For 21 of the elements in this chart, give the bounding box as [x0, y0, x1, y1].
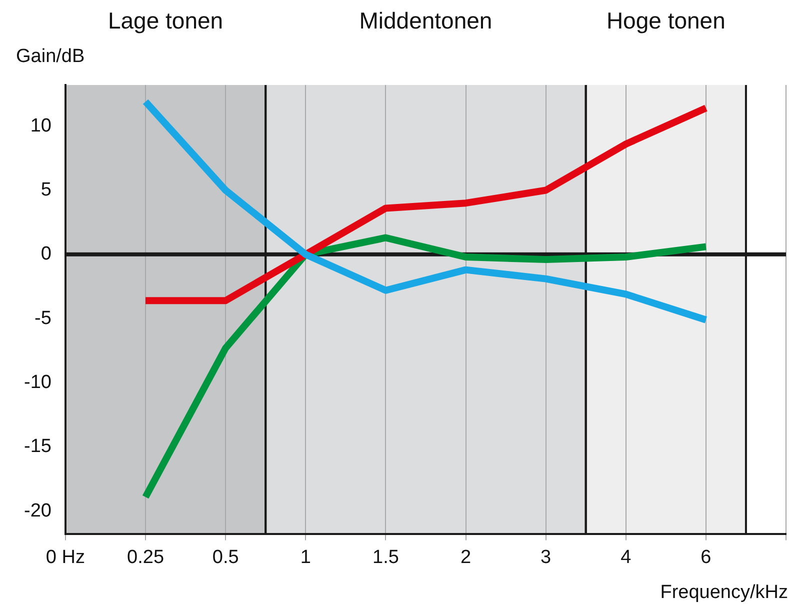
- band-label: Hoge tonen: [606, 7, 726, 34]
- x-tick-label: 1: [300, 546, 311, 568]
- x-tick-label: 0.5: [212, 546, 239, 568]
- x-axis-title: Frequency/kHz: [660, 582, 788, 604]
- x-tick-label: 1.5: [372, 546, 399, 568]
- x-tick-label: 0 Hz: [46, 546, 85, 568]
- x-tick-label: 6: [700, 546, 712, 568]
- y-tick-label: -5: [34, 308, 52, 329]
- y-axis-title: Gain/dB: [16, 46, 85, 68]
- y-tick-label: -15: [24, 436, 52, 458]
- x-tick-label: 0.25: [127, 546, 164, 568]
- y-tick-label: -20: [24, 500, 52, 522]
- y-tick-label: -10: [24, 372, 52, 393]
- x-tick-label: 2: [460, 546, 472, 568]
- y-tick-label: 0: [40, 244, 52, 265]
- band-label: Lage tonen: [108, 7, 224, 34]
- x-tick-label: 4: [620, 546, 632, 568]
- y-tick-label: 10: [30, 115, 52, 136]
- y-tick-label: 5: [40, 179, 52, 200]
- x-tick-label: 3: [540, 546, 552, 568]
- band-label: Middentonen: [359, 7, 492, 34]
